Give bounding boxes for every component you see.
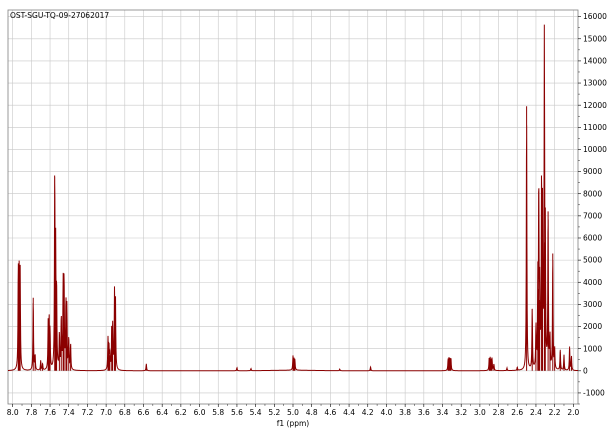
y-tick-label: 4000 bbox=[583, 278, 602, 287]
y-tick-label: 6000 bbox=[583, 234, 602, 243]
x-tick-label: 4.6 bbox=[324, 408, 336, 417]
x-tick-label: 7.6 bbox=[44, 408, 56, 417]
y-tick-label: 13000 bbox=[583, 79, 607, 88]
y-tick-label: 9000 bbox=[583, 167, 602, 176]
x-tick-label: 7.4 bbox=[63, 408, 75, 417]
x-tick-label: 6.6 bbox=[138, 408, 150, 417]
x-tick-label: 4.2 bbox=[362, 408, 374, 417]
x-tick-label: 6.8 bbox=[119, 408, 131, 417]
y-tick-label: 0 bbox=[583, 366, 588, 375]
y-tick-label: 11000 bbox=[583, 123, 607, 132]
x-tick-label: 2.6 bbox=[511, 408, 523, 417]
x-tick-label: 3.4 bbox=[437, 408, 449, 417]
y-tick-label: 15000 bbox=[583, 34, 607, 43]
y-tick-label: 3000 bbox=[583, 300, 602, 309]
x-tick-label: 2.2 bbox=[549, 408, 561, 417]
x-tick-label: 6.4 bbox=[156, 408, 168, 417]
y-tick-label: 12000 bbox=[583, 101, 607, 110]
y-tick-label: 14000 bbox=[583, 57, 607, 66]
y-axis: -1000 0 1000 2000 3000 4000 5000 6000 7000 8000 90… bbox=[578, 12, 607, 405]
y-tick-label: -1000 bbox=[583, 389, 605, 398]
x-tick-label: 3.2 bbox=[455, 408, 467, 417]
x-tick-label: 4.0 bbox=[380, 408, 392, 417]
x-tick-label: 4.8 bbox=[306, 408, 318, 417]
x-tick-label: 2.0 bbox=[567, 408, 579, 417]
x-axis-title: f1 (ppm) bbox=[277, 419, 310, 428]
x-tick-label: 5.2 bbox=[268, 408, 280, 417]
x-tick-label: 5.8 bbox=[212, 408, 224, 417]
x-tick-label: 2.8 bbox=[493, 408, 505, 417]
x-tick-label: 7.2 bbox=[81, 408, 93, 417]
x-tick-label: 6.0 bbox=[194, 408, 206, 417]
y-tick-label: 7000 bbox=[583, 211, 602, 220]
x-tick-label: 3.0 bbox=[474, 408, 486, 417]
x-tick-label: 5.4 bbox=[250, 408, 262, 417]
x-tick-label: 3.8 bbox=[399, 408, 411, 417]
grid bbox=[8, 10, 578, 404]
chart-title: OST-SGU-TQ-09-27062017 bbox=[10, 11, 109, 20]
y-tick-label: 2000 bbox=[583, 322, 602, 331]
y-tick-label: 10000 bbox=[583, 145, 607, 154]
x-tick-label: 4.4 bbox=[343, 408, 355, 417]
x-tick-label: 7.0 bbox=[100, 408, 112, 417]
y-tick-label: 8000 bbox=[583, 189, 602, 198]
x-tick-label: 8.0 bbox=[7, 408, 19, 417]
x-axis: 8.0 7.8 7.6 7.4 7.2 7.0 6.8 6.6 6.4 6.2 6.0 5.8 5.6 5… bbox=[7, 404, 580, 417]
x-tick-label: 3.6 bbox=[418, 408, 430, 417]
x-tick-label: 5.0 bbox=[287, 408, 299, 417]
y-tick-label: 5000 bbox=[583, 256, 602, 265]
y-tick-label: 16000 bbox=[583, 12, 607, 21]
spectrum-line bbox=[7, 24, 579, 372]
x-tick-label: 7.8 bbox=[25, 408, 37, 417]
x-tick-label: 2.4 bbox=[530, 408, 542, 417]
x-tick-label: 6.2 bbox=[175, 408, 187, 417]
y-tick-label: 1000 bbox=[583, 344, 602, 353]
x-tick-label: 5.6 bbox=[231, 408, 243, 417]
